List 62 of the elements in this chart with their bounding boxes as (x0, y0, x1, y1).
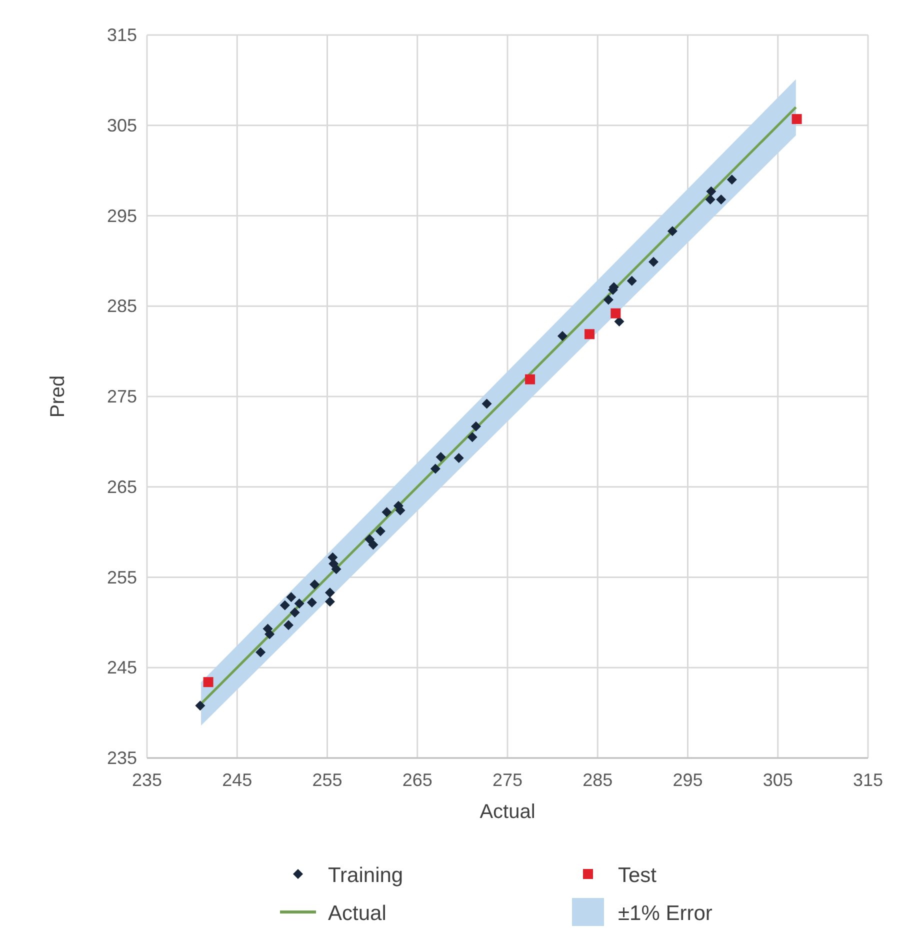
point (667, 226, 678, 236)
y-tick-label: 315 (106, 25, 137, 45)
point (286, 592, 296, 602)
point (256, 647, 266, 658)
point (603, 294, 614, 305)
x-tick-label: 265 (402, 770, 432, 790)
point (614, 316, 624, 326)
point (610, 308, 621, 318)
y-axis-title: Pred (47, 375, 69, 418)
point (584, 329, 595, 340)
x-tick-label: 315 (852, 770, 884, 790)
text: ±1% Error (618, 902, 712, 925)
point (430, 464, 440, 474)
point (716, 194, 726, 204)
x-tick-label: 275 (492, 770, 523, 790)
y-tick-label: 235 (106, 748, 137, 768)
point (324, 596, 335, 607)
y-tick-label: 305 (106, 115, 137, 136)
legend-label: Actual (328, 902, 386, 925)
point (792, 114, 802, 124)
point (705, 194, 716, 204)
point (706, 186, 716, 196)
point (310, 579, 320, 590)
point (364, 534, 375, 544)
x-tick-label: 245 (222, 770, 252, 790)
point (306, 598, 317, 608)
legend-label: Test (618, 864, 657, 887)
point (280, 600, 290, 610)
y-tick-label: 245 (106, 658, 137, 678)
y-tick-label: 285 (106, 296, 137, 316)
point (470, 421, 481, 432)
y-tick-label: 295 (106, 206, 137, 226)
point (382, 507, 392, 518)
point (368, 540, 378, 550)
point (203, 677, 214, 688)
point (454, 452, 464, 463)
point (482, 398, 492, 409)
point (283, 620, 294, 630)
point (294, 598, 304, 608)
point (328, 558, 339, 569)
y-tick-label: 255 (106, 567, 137, 588)
x-tick-label: 285 (582, 770, 613, 790)
point (726, 174, 737, 185)
y-tick-label: 275 (106, 386, 137, 406)
x-tick-label: 305 (762, 770, 793, 790)
x-tick-label: 255 (312, 770, 342, 790)
point (467, 432, 478, 442)
x-axis-title: Actual (480, 801, 536, 823)
point (195, 700, 206, 711)
y-tick-label: 265 (106, 476, 137, 497)
point (264, 629, 275, 640)
legend-label: Training (328, 864, 404, 887)
point (648, 256, 658, 267)
point (626, 276, 637, 286)
point (375, 526, 386, 536)
point (525, 374, 536, 384)
point (557, 330, 568, 341)
x-tick-label: 295 (672, 770, 703, 790)
point (290, 607, 300, 618)
point (436, 452, 446, 462)
point (324, 588, 335, 598)
x-tick-label: 235 (132, 770, 162, 790)
